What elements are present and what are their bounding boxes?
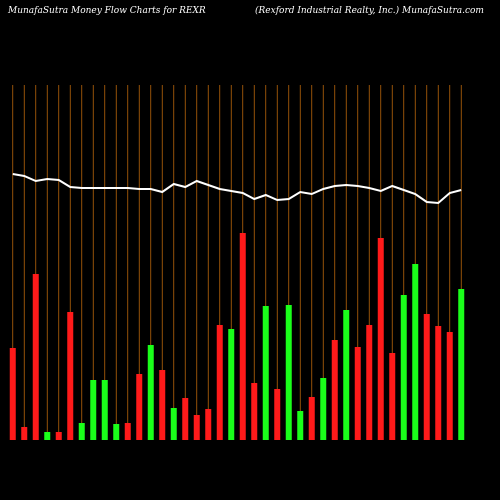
bar — [21, 427, 28, 440]
money-flow-line — [12, 173, 462, 205]
bar — [251, 383, 258, 440]
bar — [170, 408, 177, 440]
bar — [159, 370, 166, 440]
chart-subtitle: (Rexford Industrial Realty, Inc.) Munafa… — [255, 5, 484, 16]
bar — [320, 378, 327, 440]
bar — [9, 348, 16, 440]
bar — [274, 389, 281, 440]
bar — [101, 380, 108, 440]
bar — [67, 312, 74, 440]
bar — [55, 432, 62, 440]
bar — [400, 295, 407, 440]
bar — [446, 332, 453, 440]
bar — [205, 409, 212, 440]
bar — [78, 423, 85, 440]
bar — [354, 347, 361, 440]
chart-title: MunafaSutra Money Flow Charts for REXR — [7, 6, 206, 16]
bar — [458, 289, 465, 440]
bar — [182, 398, 189, 440]
bar — [90, 380, 97, 440]
bar — [44, 432, 51, 440]
bar — [377, 238, 384, 440]
bar — [147, 345, 154, 440]
bar — [297, 411, 304, 440]
bar — [32, 274, 39, 440]
bar — [435, 326, 442, 440]
bar — [331, 340, 338, 440]
bar — [239, 233, 246, 440]
bar — [412, 264, 419, 440]
bar — [366, 325, 373, 440]
bar — [136, 374, 143, 440]
bar — [228, 329, 235, 440]
bar — [308, 397, 315, 440]
bar — [389, 353, 396, 440]
bar — [423, 314, 430, 440]
bar — [262, 306, 269, 440]
bar — [216, 325, 223, 440]
bar — [124, 423, 131, 440]
bar — [113, 424, 120, 440]
bar — [193, 415, 200, 440]
bar — [285, 305, 292, 440]
bar — [343, 310, 350, 440]
